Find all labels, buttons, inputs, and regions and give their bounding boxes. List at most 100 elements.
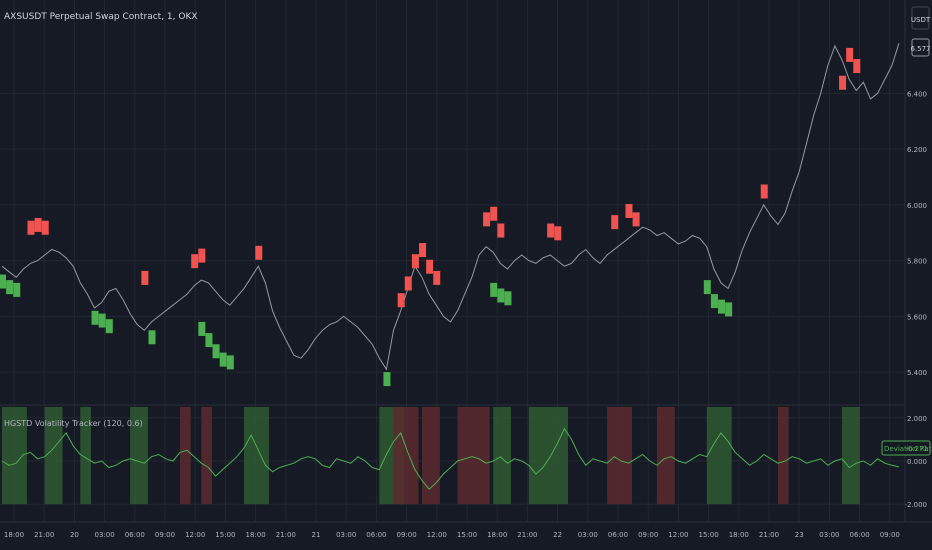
- sell-signal-marker[interactable]: [625, 204, 633, 218]
- price-tick-label: 5.600: [907, 313, 927, 321]
- sell-signal-marker[interactable]: [839, 75, 847, 90]
- sell-signal-marker[interactable]: [483, 212, 491, 227]
- buy-signal-marker[interactable]: [226, 355, 234, 370]
- price-tick-label: 5.800: [907, 258, 927, 266]
- sell-signal-marker[interactable]: [760, 184, 768, 199]
- buy-signal-marker[interactable]: [198, 321, 206, 336]
- time-tick-label: 15:00: [699, 531, 719, 539]
- sell-signal-marker[interactable]: [27, 220, 35, 235]
- time-tick-label: 21:00: [276, 531, 296, 539]
- buy-signal-marker[interactable]: [13, 282, 21, 297]
- indicator-pane[interactable]: [1, 427, 900, 490]
- axes: 18:00 21:00 20 03:00 06:00 09:00 12:00 15:00 18:…: [4, 90, 927, 539]
- sell-signal-marker[interactable]: [853, 59, 861, 74]
- time-tick-label: 18:00: [487, 531, 507, 539]
- grid-lines: [0, 0, 905, 522]
- buy-signal-marker[interactable]: [91, 310, 99, 325]
- buy-signal-marker[interactable]: [718, 299, 726, 314]
- green-signal-band: [130, 407, 148, 505]
- deviation-value: -0.271: [905, 445, 928, 453]
- time-tick-label: 18:00: [246, 531, 266, 539]
- deviation-label: Deviation Rate: [884, 445, 932, 453]
- sell-signal-marker[interactable]: [397, 293, 405, 308]
- buy-signal-marker[interactable]: [383, 372, 391, 387]
- currency-button[interactable]: [911, 6, 930, 30]
- time-tick-label: 15:00: [457, 531, 477, 539]
- time-tick-label: 21:00: [517, 531, 537, 539]
- time-tick-label: 18:00: [4, 531, 24, 539]
- sell-signal-marker[interactable]: [41, 220, 49, 235]
- green-signal-band: [244, 407, 269, 505]
- time-tick-label: 03:00: [819, 531, 839, 539]
- buy-signal-marker[interactable]: [212, 344, 220, 359]
- buy-signal-marker[interactable]: [725, 302, 733, 317]
- sell-signal-marker[interactable]: [632, 212, 640, 227]
- green-signal-band: [44, 407, 63, 505]
- sell-signal-marker[interactable]: [255, 245, 263, 260]
- red-signal-band: [607, 407, 633, 505]
- time-tick-label: 12:00: [427, 531, 447, 539]
- buy-signal-marker[interactable]: [0, 274, 6, 289]
- sell-signal-marker[interactable]: [497, 223, 505, 238]
- buy-signal-marker[interactable]: [490, 282, 498, 297]
- sell-signal-marker[interactable]: [611, 215, 619, 230]
- buy-signal-marker[interactable]: [148, 330, 156, 345]
- deviation-badge: [881, 440, 931, 456]
- sell-signal-marker[interactable]: [191, 254, 199, 269]
- red-signal-band: [201, 407, 213, 505]
- price-line[interactable]: [1, 43, 900, 371]
- price-tick-label: 5.400: [907, 369, 927, 377]
- time-tick-label: 06:00: [850, 531, 870, 539]
- time-tick-label: 21: [312, 531, 321, 539]
- indicator-legend[interactable]: HGSTD Volatility Tracker (120, 0.6): [4, 419, 143, 428]
- price-pane[interactable]: [0, 43, 900, 387]
- green-signal-band: [528, 407, 568, 505]
- buy-signal-marker[interactable]: [105, 319, 113, 334]
- time-tick-label: 09:00: [155, 531, 175, 539]
- sell-signal-marker[interactable]: [426, 259, 434, 274]
- sell-signal-marker[interactable]: [846, 47, 854, 62]
- sell-signal-marker[interactable]: [547, 223, 555, 238]
- time-tick-label: 15:00: [215, 531, 235, 539]
- time-tick-label: 03:00: [336, 531, 356, 539]
- symbol-title[interactable]: AXSUSDT Perpetual Swap Contract, 1, OKX: [4, 12, 198, 22]
- last-price-badge: [911, 38, 930, 57]
- sell-signal-marker[interactable]: [141, 270, 149, 285]
- deviation-line[interactable]: [1, 427, 900, 490]
- currency-button-label: USDT: [911, 16, 931, 24]
- buy-signal-marker[interactable]: [98, 313, 106, 328]
- indicator-tick-label: 2.000: [907, 415, 927, 423]
- indicator-tick-label: -2.000: [904, 501, 927, 509]
- sell-signal-marker[interactable]: [419, 243, 427, 258]
- buy-signal-marker[interactable]: [219, 352, 227, 367]
- red-signal-band: [179, 407, 191, 505]
- buy-signal-marker[interactable]: [6, 280, 14, 295]
- sell-signal-marker[interactable]: [554, 226, 562, 241]
- price-tick-label: 6.000: [907, 202, 927, 210]
- red-signal-band: [457, 407, 490, 505]
- time-tick-label: 21:00: [759, 531, 779, 539]
- time-tick-label: 12:00: [668, 531, 688, 539]
- buy-signal-marker[interactable]: [497, 288, 505, 303]
- price-tick-label: 6.200: [907, 146, 927, 154]
- buy-signal-marker[interactable]: [504, 291, 512, 306]
- green-signal-band: [493, 407, 512, 505]
- sell-signal-marker[interactable]: [34, 217, 42, 232]
- time-tick-label: 12:00: [185, 531, 205, 539]
- sell-signal-marker[interactable]: [411, 254, 419, 269]
- buy-signal-marker[interactable]: [703, 280, 711, 295]
- sell-signal-marker[interactable]: [404, 276, 412, 291]
- time-tick-label: 06:00: [366, 531, 386, 539]
- red-signal-band: [656, 407, 675, 505]
- sell-signal-marker[interactable]: [490, 206, 498, 221]
- last-price-label: 6.577: [910, 45, 930, 53]
- time-tick-label: 09:00: [397, 531, 417, 539]
- time-tick-label: 06:00: [125, 531, 145, 539]
- buy-signal-marker[interactable]: [710, 294, 718, 309]
- red-signal-band: [777, 407, 789, 505]
- buy-signal-marker[interactable]: [205, 333, 213, 348]
- sell-signal-marker[interactable]: [433, 270, 441, 285]
- sell-signal-marker[interactable]: [198, 248, 206, 263]
- green-signal-band: [842, 407, 860, 505]
